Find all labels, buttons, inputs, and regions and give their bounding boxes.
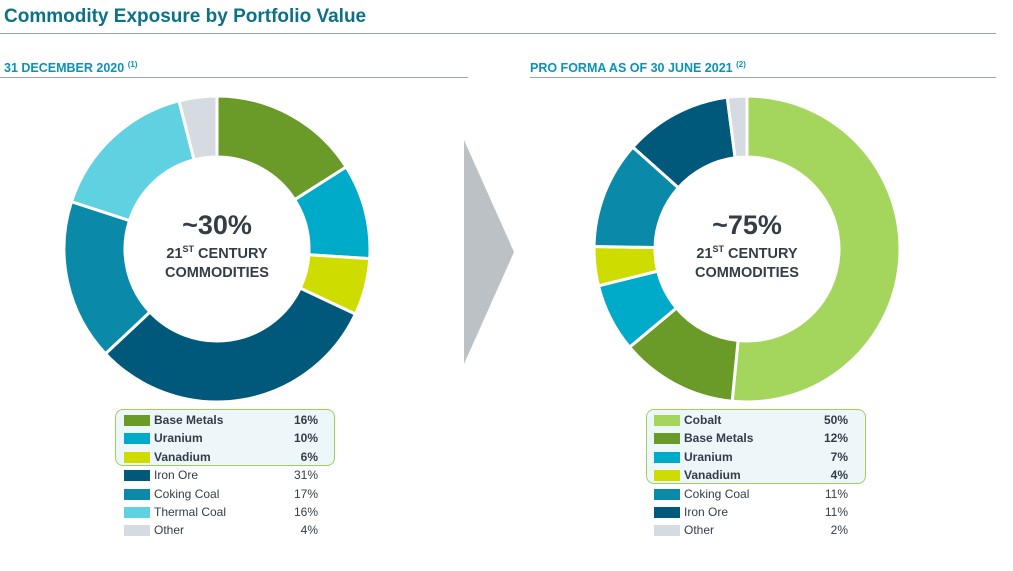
legend-swatch bbox=[654, 506, 680, 518]
slice-iron-ore bbox=[103, 286, 358, 404]
legend-value: 11% bbox=[824, 504, 848, 519]
legend-item-iron-ore: Iron Ore 11% bbox=[654, 503, 854, 521]
legend-label: Base Metals bbox=[154, 413, 224, 427]
legend-value: 7% bbox=[830, 449, 848, 464]
right-panel-title: PRO FORMA AS OF 30 JUNE 2021 bbox=[530, 61, 733, 76]
left-panel-heading: 31 DECEMBER 2020 (1) bbox=[4, 60, 137, 75]
legend-label: Coking Coal bbox=[684, 486, 750, 501]
legend-value: 17% bbox=[293, 486, 318, 501]
arrow-shape bbox=[464, 140, 514, 364]
legend-item-coking-coal: Coking Coal 11% bbox=[654, 485, 854, 503]
legend-label: Vanadium bbox=[684, 468, 741, 483]
donut-center-2021: ~75% 21ST CENTURY COMMODITIES bbox=[647, 210, 847, 283]
right-panel-heading: PRO FORMA AS OF 30 JUNE 2021 (2) bbox=[530, 60, 746, 75]
legend-value: 4% bbox=[830, 468, 848, 483]
right-panel-divider bbox=[530, 77, 996, 78]
title-divider bbox=[0, 33, 996, 34]
center-line1-2020: 21ST CENTURY bbox=[117, 240, 317, 264]
right-panel-footnote: (2) bbox=[736, 60, 746, 69]
center-line1-sup-2020: ST bbox=[182, 244, 195, 254]
legend-label: Uranium bbox=[684, 449, 733, 464]
legend-value: 11% bbox=[824, 486, 848, 501]
legend-value: 16% bbox=[293, 413, 318, 427]
legend-2020: Base Metals 16% Uranium 10% Vanadium 6% Iron O… bbox=[124, 411, 324, 540]
center-line1-sup-2021: ST bbox=[712, 244, 725, 254]
legend-value: 31% bbox=[293, 468, 318, 483]
center-line1-rest-2020: CENTURY bbox=[194, 245, 268, 262]
legend-swatch bbox=[654, 470, 680, 482]
center-line1-prefix-2020: 21 bbox=[166, 245, 183, 262]
legend-value: 6% bbox=[300, 449, 318, 464]
legend-swatch bbox=[124, 415, 150, 426]
legend-swatch bbox=[654, 433, 680, 445]
slice-other bbox=[725, 94, 749, 160]
legend-item-base-metals: Base Metals 16% bbox=[124, 411, 324, 429]
donut-chart-2021 bbox=[592, 94, 902, 404]
legend-label: Iron Ore bbox=[154, 468, 199, 483]
legend-value: 16% bbox=[293, 504, 318, 519]
legend-swatch bbox=[654, 488, 680, 500]
page-title: Commodity Exposure by Portfolio Value bbox=[4, 6, 367, 27]
legend-item-coking-coal: Coking Coal 17% bbox=[124, 485, 324, 503]
legend-value: 50% bbox=[823, 413, 848, 427]
center-line2-2020: COMMODITIES bbox=[165, 264, 269, 281]
legend-item-vanadium: Vanadium 6% bbox=[124, 448, 324, 466]
slice-cobalt bbox=[730, 94, 902, 404]
legend-label: Other bbox=[684, 523, 715, 538]
legend-item-other: Other 2% bbox=[654, 521, 854, 539]
left-panel-footnote: (1) bbox=[127, 60, 138, 69]
slice-thermal-coal bbox=[69, 98, 196, 223]
legend-swatch bbox=[124, 488, 150, 500]
legend-label: Uranium bbox=[154, 431, 203, 446]
center-line2-2021: COMMODITIES bbox=[695, 264, 799, 281]
legend-label: Coking Coal bbox=[154, 486, 220, 501]
transition-arrow bbox=[464, 140, 514, 364]
legend-label: Thermal Coal bbox=[154, 504, 227, 519]
center-value-2020: ~30% bbox=[182, 210, 252, 240]
legend-item-cobalt: Cobalt 50% bbox=[654, 411, 854, 429]
legend-swatch bbox=[124, 470, 150, 482]
center-value-2021: ~75% bbox=[712, 210, 782, 240]
center-line1-2021: 21ST CENTURY bbox=[647, 240, 847, 264]
legend-swatch bbox=[654, 415, 680, 426]
legend-label: Other bbox=[154, 523, 185, 538]
legend-item-uranium: Uranium 10% bbox=[124, 429, 324, 447]
legend-value: 2% bbox=[830, 523, 848, 538]
donut-chart-2020 bbox=[62, 94, 372, 404]
legend-2021: Cobalt 50% Base Metals 12% Uranium 7% Vanadium… bbox=[654, 411, 854, 540]
donut-center-2020: ~30% 21ST CENTURY COMMODITIES bbox=[117, 210, 317, 283]
legend-label: Cobalt bbox=[684, 413, 722, 427]
legend-label: Iron Ore bbox=[684, 504, 729, 519]
legend-value: 12% bbox=[823, 431, 848, 446]
legend-value: 4% bbox=[300, 523, 318, 538]
legend-label: Base Metals bbox=[684, 431, 754, 446]
legend-value: 10% bbox=[293, 431, 318, 446]
highlight-box-2020 bbox=[115, 409, 335, 466]
legend-item-iron-ore: Iron Ore 31% bbox=[124, 466, 324, 484]
legend-item-vanadium: Vanadium 4% bbox=[654, 466, 854, 484]
legend-item-uranium: Uranium 7% bbox=[654, 448, 854, 466]
legend-swatch bbox=[124, 451, 150, 463]
legend-item-other: Other 4% bbox=[124, 521, 324, 539]
legend-swatch bbox=[654, 525, 680, 537]
left-panel-title: 31 DECEMBER 2020 bbox=[4, 61, 125, 76]
center-line1-prefix-2021: 21 bbox=[696, 245, 713, 262]
legend-swatch bbox=[124, 506, 150, 518]
highlight-box-2021 bbox=[646, 409, 866, 484]
slice-other bbox=[177, 94, 219, 162]
legend-swatch bbox=[124, 433, 150, 445]
legend-swatch bbox=[654, 451, 680, 463]
center-line1-rest-2021: CENTURY bbox=[724, 245, 798, 262]
left-panel-divider bbox=[0, 77, 468, 78]
legend-item-base-metals: Base Metals 12% bbox=[654, 429, 854, 447]
legend-label: Vanadium bbox=[154, 449, 211, 464]
legend-item-thermal-coal: Thermal Coal 16% bbox=[124, 503, 324, 521]
legend-swatch bbox=[124, 525, 150, 537]
